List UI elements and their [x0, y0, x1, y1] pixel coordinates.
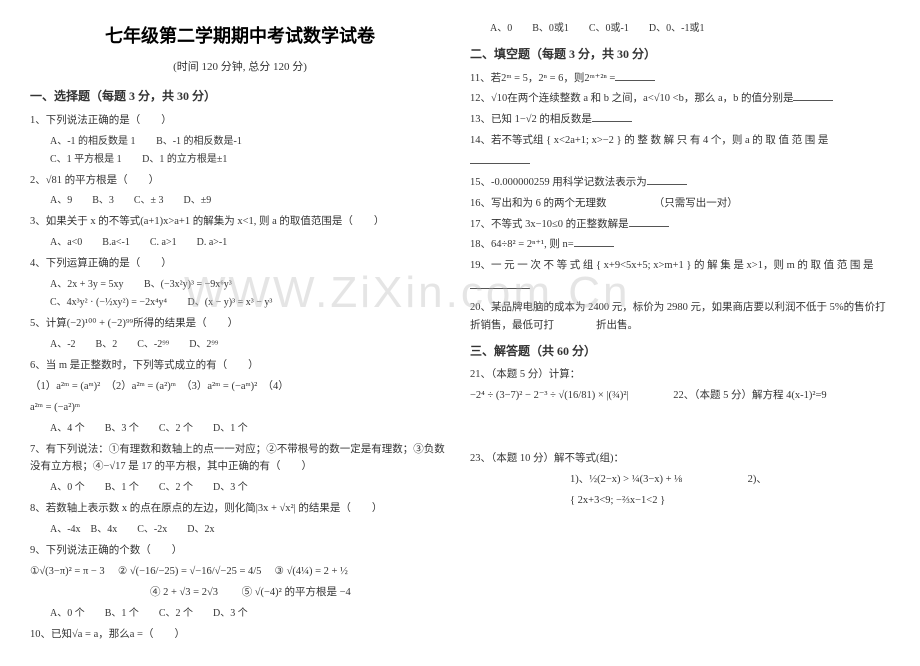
q5: 5、计算(−2)¹⁰⁰ + (−2)⁹⁹所得的结果是（ ）	[30, 315, 450, 333]
q19: 19、一 元 一 次 不 等 式 组 { x+9<5x+5; x>m+1 } 的…	[470, 257, 890, 275]
q18: 18、64÷8² = 2ⁿ⁺¹, 则 n=	[470, 236, 890, 254]
q2-opts: A、9 B、3 C、± 3 D、±9	[30, 192, 450, 210]
section-3: 三、解答题（共 60 分）	[470, 341, 890, 363]
expr: ④ 2 + √3 = 2√3	[150, 587, 218, 598]
q17: 17、不等式 3x−10≤0 的正整数解是	[470, 216, 890, 234]
q8: 8、若数轴上表示数 x 的点在原点的左边，则化简|3x + √x²| 的结果是（…	[30, 500, 450, 518]
q1-opts: A、-1 的相反数是 1 B、-1 的相反数是-1 C、1 平方根是 1 D、1…	[30, 133, 450, 169]
q19-blank	[470, 278, 890, 296]
text: 12、√10在两个连续整数 a 和 b 之间，a<√10 <b，那么 a，b 的…	[470, 93, 793, 104]
text: 13、已知 1−√2 的相反数是	[470, 114, 592, 125]
opt: C、4x³y² · (−½xy²) = −2x⁴y⁴	[50, 297, 167, 308]
expr: 1)、½(2−x) > ¼(3−x) + ⅛	[570, 474, 682, 485]
q16: 16、写出和为 6 的两个无理数 （只需写出一对）	[470, 195, 890, 213]
text: 11、若2ᵐ = 5，2ⁿ = 6，则2ᵐ⁺²ⁿ =	[470, 73, 615, 84]
q23: 23、（本题 10 分）解不等式(组)：	[470, 450, 890, 468]
blank	[793, 91, 833, 101]
q15: 15、-0.000000259 用科学记数法表示为	[470, 174, 890, 192]
exam-subtitle: (时间 120 分钟, 总分 120 分)	[30, 58, 450, 78]
opt: A、2x + 3y = 5xy	[50, 279, 124, 290]
q22: 22、（本题 5 分）解方程 4(x-1)²=9	[673, 390, 826, 401]
exam-title: 七年级第二学期期中考试数学试卷	[30, 20, 450, 52]
q12: 12、√10在两个连续整数 a 和 b 之间，a<√10 <b，那么 a，b 的…	[470, 90, 890, 108]
q5-opts: A、-2 B、2 C、-2⁹⁹ D、2⁹⁹	[30, 336, 450, 354]
left-column: 七年级第二学期期中考试数学试卷 (时间 120 分钟, 总分 120 分) 一、…	[30, 20, 450, 646]
q11: 11、若2ᵐ = 5，2ⁿ = 6，则2ᵐ⁺²ⁿ =	[470, 70, 890, 88]
q21: 21、（本题 5 分）计算：	[470, 366, 890, 384]
q20: 20、某品牌电脑的成本为 2400 元，标价为 2980 元，如果商店要以利润不…	[470, 299, 890, 335]
q23-sys: { 2x+3<9; −⅔x−1<2 }	[470, 492, 890, 510]
blank	[470, 279, 530, 289]
q1: 1、下列说法正确的是（ ）	[30, 112, 450, 130]
opt: B、-1 的相反数是-1	[156, 136, 242, 147]
q10-opts: A、0 B、0或1 C、0或-1 D、0、-1或1	[470, 20, 890, 38]
expr: ③ √(4¼) = 2 + ½	[275, 566, 348, 577]
q9: 9、下列说法正确的个数（ ）	[30, 542, 450, 560]
right-column: A、0 B、0或1 C、0或-1 D、0、-1或1 二、填空题（每题 3 分，共…	[470, 20, 890, 646]
opt: D、1 的立方根是±1	[142, 154, 227, 165]
q14-blank	[470, 153, 890, 171]
opt: A、-1 的相反数是 1	[50, 136, 136, 147]
blank	[574, 237, 614, 247]
q9-opts: A、0 个 B、1 个 C、2 个 D、3 个	[30, 605, 450, 623]
q13: 13、已知 1−√2 的相反数是	[470, 111, 890, 129]
text: 14、若不等式组 { x<2a+1; x>−2 } 的 整 数 解 只 有 4 …	[470, 135, 828, 146]
text: 15、-0.000000259 用科学记数法表示为	[470, 177, 647, 188]
q10: 10、已知√a = a，那么a =（ ）	[30, 626, 450, 644]
blank	[592, 112, 632, 122]
blank	[615, 71, 655, 81]
expr: ①√(3−π)² = π − 3	[30, 566, 105, 577]
text: 17、不等式 3x−10≤0 的正整数解是	[470, 219, 629, 230]
blank	[629, 217, 669, 227]
section-1: 一、选择题（每题 3 分，共 30 分）	[30, 86, 450, 108]
q9-expr2: ④ 2 + √3 = 2√3 ⑤ √(−4)² 的平方根是 −4	[30, 584, 450, 602]
q6-line: （1）a²ᵐ = (aᵐ)² （2）a²ᵐ = (a²)ᵐ （3）a²ᵐ = (…	[30, 378, 450, 396]
blank	[647, 175, 687, 185]
opt: B、(−3x²y)³ = −9x⁶y³	[144, 279, 232, 290]
q2: 2、√81 的平方根是（ ）	[30, 172, 450, 190]
q3: 3、如果关于 x 的不等式(a+1)x>a+1 的解集为 x<1, 则 a 的取…	[30, 213, 450, 231]
q8-opts: A、-4x B、4x C、-2x D、2x	[30, 521, 450, 539]
q3-opts: A、a<0 B.a<-1 C. a>1 D. a>-1	[30, 234, 450, 252]
text: 18、64÷8² = 2ⁿ⁺¹, 则 n=	[470, 239, 574, 250]
opt: D、(x − y)³ = x³ − y³	[188, 297, 273, 308]
blank	[470, 154, 530, 164]
q6: 6、当 m 是正整数时，下列等式成立的有（ ）	[30, 357, 450, 375]
section-2: 二、填空题（每题 3 分，共 30 分）	[470, 44, 890, 66]
q6-opts: A、4 个 B、3 个 C、2 个 D、1 个	[30, 420, 450, 438]
q23-parts: 1)、½(2−x) > ¼(3−x) + ⅛ 2)、	[470, 471, 890, 489]
opt: C、1 平方根是 1	[50, 154, 122, 165]
q9-expr: ①√(3−π)² = π − 3 ② √(−16/−25) = √−16/√−2…	[30, 563, 450, 581]
q7: 7、有下列说法：①有理数和数轴上的点一一对应；②不带根号的数一定是有理数；③负数…	[30, 441, 450, 477]
q14: 14、若不等式组 { x<2a+1; x>−2 } 的 整 数 解 只 有 4 …	[470, 132, 890, 150]
expr: 2)、	[748, 474, 767, 485]
q7-opts: A、0 个 B、1 个 C、2 个 D、3 个	[30, 479, 450, 497]
expr: −2⁴ ÷ (3−7)² − 2⁻³ ÷ √(16/81) × |(¾)²|	[470, 390, 629, 401]
expr: ⑤ √(−4)² 的平方根是 −4	[242, 587, 351, 598]
expr: ② √(−16/−25) = √−16/√−25 = 4/5	[118, 566, 262, 577]
q4-opts: A、2x + 3y = 5xy B、(−3x²y)³ = −9x⁶y³ C、4x…	[30, 276, 450, 312]
q21-expr: −2⁴ ÷ (3−7)² − 2⁻³ ÷ √(16/81) × |(¾)²| 2…	[470, 387, 890, 405]
q4: 4、下列运算正确的是（ ）	[30, 255, 450, 273]
q6-last: a²ᵐ = (−a²)ᵐ	[30, 399, 450, 417]
text: 19、一 元 一 次 不 等 式 组 { x+9<5x+5; x>m+1 } 的…	[470, 260, 874, 271]
